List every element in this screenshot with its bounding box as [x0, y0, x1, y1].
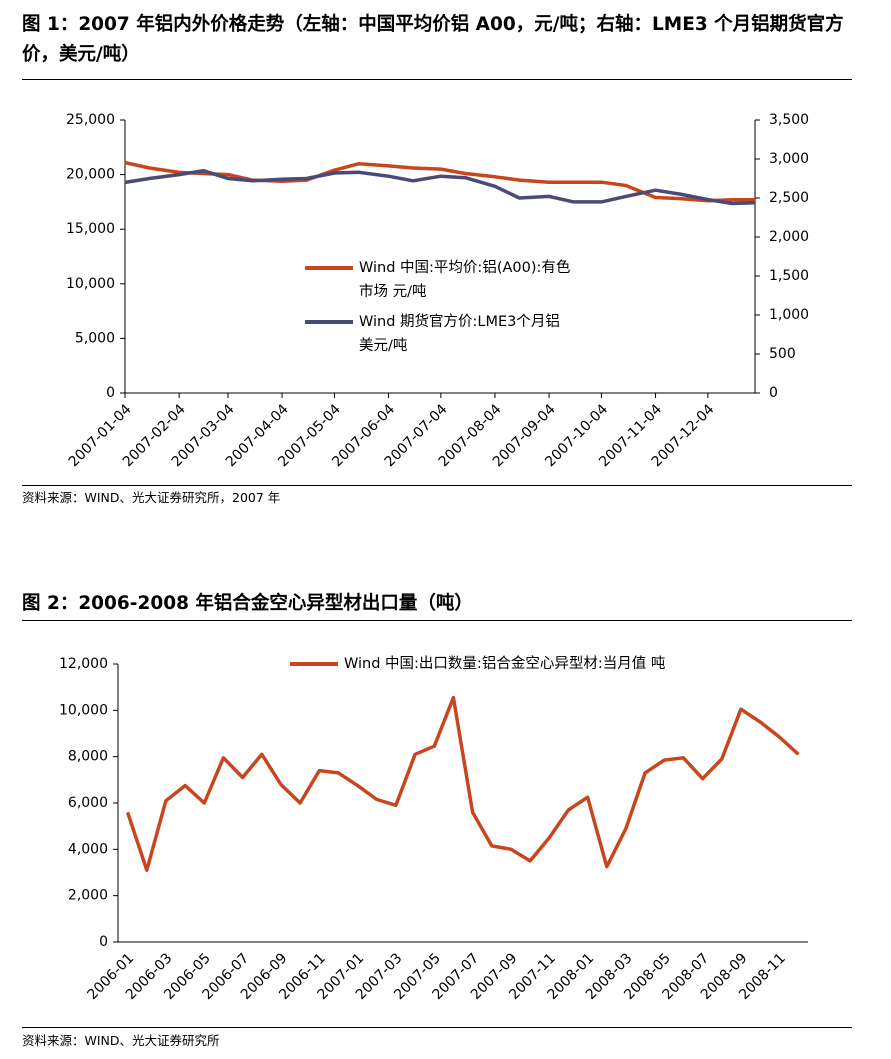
rule	[22, 485, 852, 486]
source-note: 资料来源：WIND、光大证券研究所，2007 年	[22, 490, 281, 505]
chart-area: 0 5,000 10,000 15,000 20,000 25,000 0 500 1,000 1…	[0, 80, 891, 485]
y-tick-label: 4,000	[68, 841, 108, 857]
source-note: 资料来源：WIND、光大证券研究所	[22, 1033, 220, 1048]
y2-tick-label: 2,000	[769, 229, 809, 245]
chart: 0 5,000 10,000 15,000 20,000 25,000 0 500 1,000 1…	[66, 112, 809, 470]
chart-area: 0 2,000 4,000 6,000 8,000 10,000 12,000 2006-01…	[0, 622, 891, 1027]
legend: Wind 中国:平均价:铝(A00):有色市场 元/吨 Wind 期货官方价:LM…	[305, 256, 575, 364]
legend-label: Wind 期货官方价:LME3个月铝 美元/吨	[359, 314, 560, 354]
legend-item: Wind 期货官方价:LME3个月铝 美元/吨	[305, 310, 574, 358]
legend-swatch	[290, 662, 338, 666]
y2-tick-label: 3,500	[769, 112, 809, 128]
legend-item: Wind 中国:出口数量:铝合金空心异型材:当月值 吨	[290, 652, 790, 676]
y2-tick-label: 3,000	[769, 151, 809, 167]
y2-tick-label: 1,500	[769, 268, 809, 284]
y2-tick-label: 2,500	[769, 190, 809, 206]
y-tick-label: 15,000	[66, 221, 115, 237]
y-tick-label: 12,000	[59, 656, 108, 672]
y2-tick-label: 1,000	[769, 307, 809, 323]
figure-title: 图 1：2007 年铝内外价格走势（左轴：中国平均价铝 A00，元/吨；右轴：L…	[22, 14, 844, 65]
legend-swatch	[305, 266, 353, 270]
y-tick-label: 6,000	[68, 795, 108, 811]
y2-tick-label: 500	[769, 346, 796, 362]
y-tick-label: 5,000	[75, 330, 115, 346]
y-tick-label: 25,000	[66, 112, 115, 128]
y2-tick-label: 0	[769, 385, 778, 401]
y-tick-label: 0	[99, 934, 108, 950]
rule	[22, 79, 852, 80]
series-line	[124, 160, 755, 203]
rule	[22, 1027, 852, 1028]
y-tick-label: 20,000	[66, 167, 115, 183]
y-tick-label: 2,000	[68, 888, 108, 904]
legend-label: Wind 中国:平均价:铝(A00):有色市场 元/吨	[359, 260, 571, 300]
y-tick-label: 8,000	[68, 749, 108, 765]
legend-label: Wind 中国:出口数量:铝合金空心异型材:当月值 吨	[344, 656, 666, 672]
rule	[22, 620, 852, 621]
legend: Wind 中国:出口数量:铝合金空心异型材:当月值 吨	[290, 652, 790, 682]
y-tick-label: 0	[106, 385, 115, 401]
series-line	[125, 695, 800, 872]
y-tick-label: 10,000	[59, 702, 108, 718]
legend-item: Wind 中国:平均价:铝(A00):有色市场 元/吨	[305, 256, 574, 304]
chart: 02,0004,0006,0008,00010,00012,0002006-01…	[59, 656, 808, 1003]
figure-title: 图 2：2006-2008 年铝合金空心异型材出口量（吨）	[22, 593, 473, 614]
y-tick-label: 10,000	[66, 276, 115, 292]
legend-swatch	[305, 320, 353, 324]
series-line	[124, 168, 756, 206]
